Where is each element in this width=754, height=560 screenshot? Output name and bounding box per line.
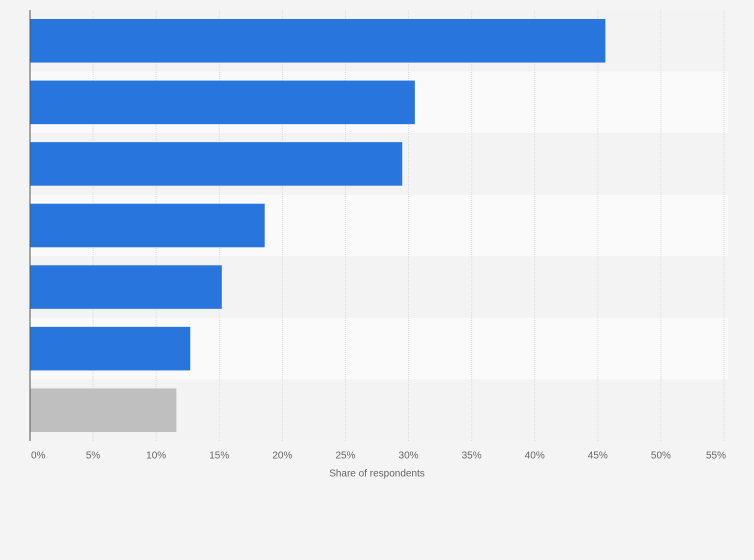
bar	[30, 326, 191, 371]
x-tick-label: 45%	[588, 451, 608, 462]
bar	[30, 265, 222, 309]
x-tick-label: 55%	[706, 451, 726, 462]
x-tick-label: 30%	[399, 451, 419, 462]
bar	[30, 142, 403, 186]
x-tick-label: 25%	[335, 451, 355, 462]
x-tick-label: 50%	[651, 451, 671, 462]
bar	[30, 203, 265, 248]
bar	[30, 388, 177, 432]
x-tick-label: 5%	[86, 451, 101, 462]
x-tick-label: 20%	[272, 451, 292, 462]
x-tick-label: 0%	[31, 451, 46, 462]
bar	[30, 80, 415, 125]
x-axis-title: Share of respondents	[329, 469, 425, 480]
x-tick-label: 35%	[462, 451, 482, 462]
x-tick-label: 15%	[209, 451, 229, 462]
bar	[30, 19, 606, 63]
x-tick-label: 40%	[525, 451, 545, 462]
x-tick-label: 10%	[146, 451, 166, 462]
